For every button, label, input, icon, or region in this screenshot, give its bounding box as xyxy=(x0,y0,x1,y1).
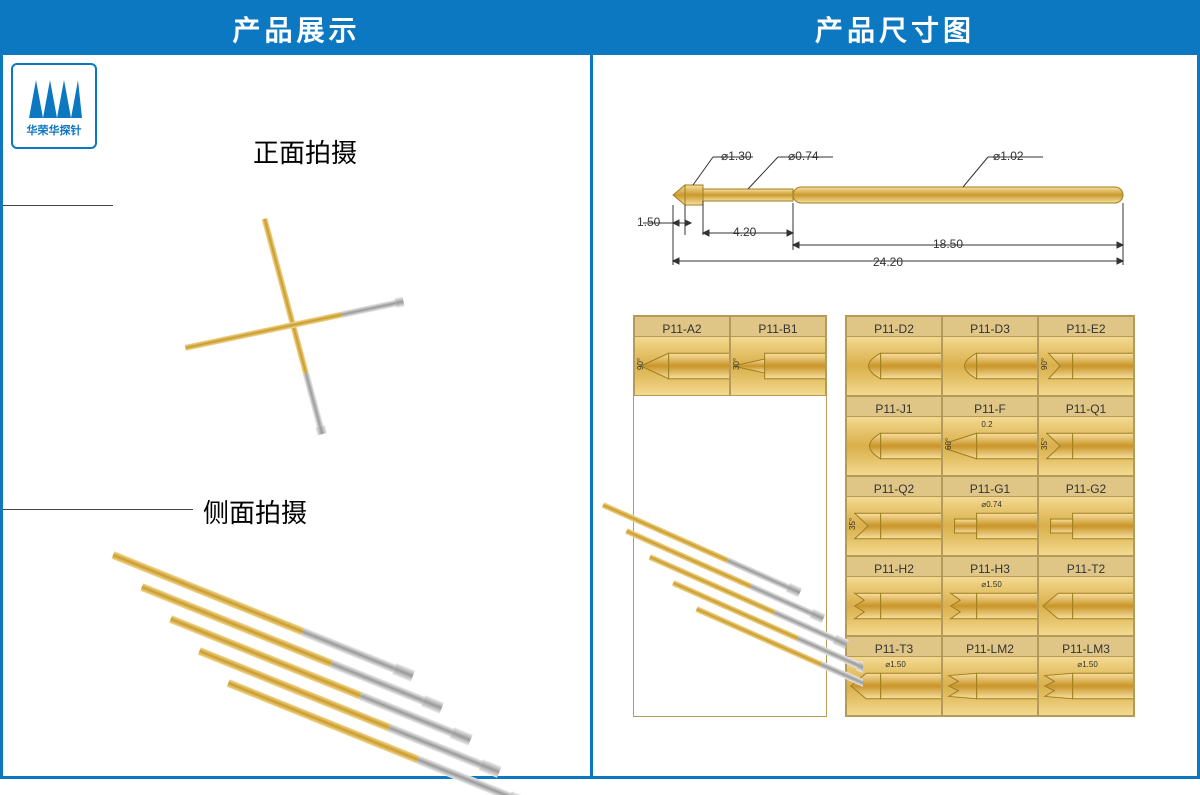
dim-tip-dia: ⌀1.30 xyxy=(721,149,752,163)
svg-text:⌀0.74: ⌀0.74 xyxy=(981,500,1002,509)
tip-code: P11-D3 xyxy=(943,317,1037,337)
svg-text:30°: 30° xyxy=(732,358,741,370)
tip-cell-P11-B1: P11-B1 30° xyxy=(730,316,826,396)
tip-cell-P11-E2: P11-E2 90° xyxy=(1038,316,1134,396)
tip-shape-cup: 90° xyxy=(1039,337,1133,395)
tip-cell-P11-G1: P11-G1 ⌀0.74 xyxy=(942,476,1038,556)
svg-text:⌀1.50: ⌀1.50 xyxy=(885,660,906,669)
tip-code: P11-A2 xyxy=(635,317,729,337)
tip-shape-spear xyxy=(1039,577,1133,635)
tip-shape-crown2: 35° xyxy=(1039,417,1133,475)
left-column: 产品展示 华荣华探针 正面拍摄 xyxy=(3,3,593,776)
tip-code: P11-G1 xyxy=(943,477,1037,497)
page: 产品展示 华荣华探针 正面拍摄 xyxy=(0,0,1200,779)
svg-text:60°: 60° xyxy=(944,438,953,450)
tip-shape-needle: 30° xyxy=(731,337,825,395)
svg-text:90°: 90° xyxy=(636,358,645,370)
svg-text:35°: 35° xyxy=(1040,438,1049,450)
tip-code: P11-LM3 xyxy=(1039,637,1133,657)
dimension-drawing xyxy=(633,135,1153,275)
svg-text:90°: 90° xyxy=(1040,358,1049,370)
tip-shape-multi: ⌀1.50 xyxy=(1039,657,1133,715)
right-header: 产品尺寸图 xyxy=(593,3,1197,55)
tip-shape-serrate: ⌀1.50 xyxy=(943,577,1037,635)
dim-total-len: 24.20 xyxy=(873,255,903,269)
tip-cell-P11-G2: P11-G2 xyxy=(1038,476,1134,556)
tip-shape-chisel: 60° 0.2 xyxy=(943,417,1037,475)
tip-code: P11-Q1 xyxy=(1039,397,1133,417)
tip-cell-P11-J1: P11-J1 xyxy=(846,396,942,476)
tip-shape-step xyxy=(1039,497,1133,555)
logo-text: 华荣华探针 xyxy=(27,122,82,138)
tip-cell-P11-LM2: P11-LM2 xyxy=(942,636,1038,716)
tip-cell-P11-A2: P11-A2 90° xyxy=(634,316,730,396)
tip-shape-round xyxy=(847,417,941,475)
tip-code: P11-E2 xyxy=(1039,317,1133,337)
dim-sec2-len: 18.50 xyxy=(933,237,963,251)
tip-cell-P11-D2: P11-D2 xyxy=(846,316,942,396)
tip-code: P11-T2 xyxy=(1039,557,1133,577)
divider-1 xyxy=(3,205,113,206)
svg-text:⌀1.50: ⌀1.50 xyxy=(981,580,1002,589)
logo-icon xyxy=(24,74,84,122)
tip-shape-dome xyxy=(943,337,1037,395)
tip-shape-cone: 90° xyxy=(635,337,729,395)
dim-sec1-len: 4.20 xyxy=(733,225,756,239)
brand-logo: 华荣华探针 xyxy=(11,63,97,149)
front-shot-title: 正面拍摄 xyxy=(253,133,357,170)
tip-cell-P11-LM3: P11-LM3 ⌀1.50 xyxy=(1038,636,1134,716)
tip-code: P11-G2 xyxy=(1039,477,1133,497)
tip-shape-dome xyxy=(847,337,941,395)
dim-shaft1-dia: ⌀0.74 xyxy=(788,149,819,163)
tip-cell-P11-T2: P11-T2 xyxy=(1038,556,1134,636)
tip-cell-P11-F: P11-F 60° 0.2 xyxy=(942,396,1038,476)
tip-code: P11-H3 xyxy=(943,557,1037,577)
front-photo-pins xyxy=(163,195,423,455)
tip-cell-P11-Q1: P11-Q1 35° xyxy=(1038,396,1134,476)
tip-code: P11-LM2 xyxy=(943,637,1037,657)
right-body: ⌀1.30 ⌀0.74 ⌀1.02 1.50 4.20 18.50 24.20 … xyxy=(593,55,1197,776)
left-header: 产品展示 xyxy=(3,3,590,55)
right-pin-fan xyxy=(583,485,863,745)
side-photo-pins xyxy=(93,525,533,795)
tip-code: P11-J1 xyxy=(847,397,941,417)
tip-shape-multi xyxy=(943,657,1037,715)
tip-code: P11-B1 xyxy=(731,317,825,337)
tip-shape-step: ⌀0.74 xyxy=(943,497,1037,555)
dim-shaft2-dia: ⌀1.02 xyxy=(993,149,1024,163)
tip-cell-P11-D3: P11-D3 xyxy=(942,316,1038,396)
svg-text:⌀1.50: ⌀1.50 xyxy=(1077,660,1098,669)
svg-text:0.2: 0.2 xyxy=(981,420,993,429)
tip-code: P11-F xyxy=(943,397,1037,417)
divider-2 xyxy=(3,509,193,510)
right-column: 产品尺寸图 xyxy=(593,3,1197,776)
tip-cell-P11-H3: P11-H3 ⌀1.50 xyxy=(942,556,1038,636)
left-body: 华荣华探针 正面拍摄 xyxy=(3,55,590,776)
dim-tip-len: 1.50 xyxy=(637,215,660,229)
tip-code: P11-D2 xyxy=(847,317,941,337)
tip-group-b: P11-D2 P11-D3 P11-E2 90° P11-J1 P11-F 60°… xyxy=(845,315,1135,717)
